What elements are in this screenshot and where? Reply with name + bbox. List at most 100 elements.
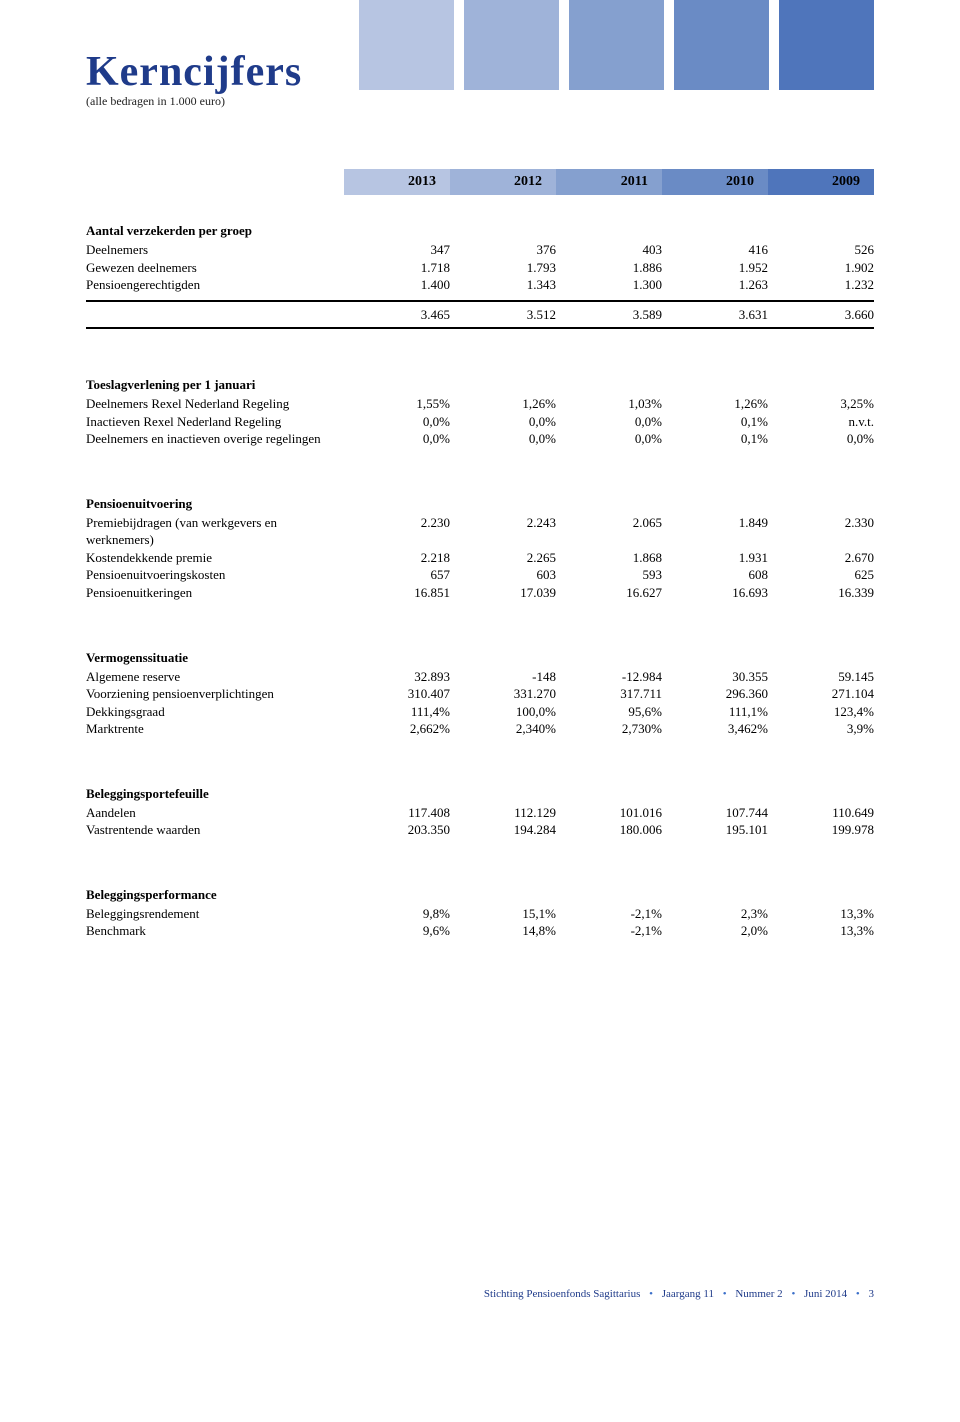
row-value: 16.693 (662, 584, 768, 602)
row-value: 1.343 (450, 276, 556, 294)
row-value: 110.649 (768, 804, 874, 822)
row-value: 2.218 (344, 549, 450, 567)
row-value: 1.793 (450, 259, 556, 277)
page-subtitle: (alle bedragen in 1.000 euro) (86, 94, 874, 109)
row-label: Gewezen deelnemers (86, 259, 344, 277)
table-row: Premiebijdragen (van werkgevers en werkn… (86, 514, 874, 549)
table-row: Dekkingsgraad111,4%100,0%95,6%111,1%123,… (86, 703, 874, 721)
row-value: 2,662% (344, 720, 450, 738)
row-value: 2.670 (768, 549, 874, 567)
row-value: 1.400 (344, 276, 450, 294)
table-row: Gewezen deelnemers1.7181.7931.8861.9521.… (86, 259, 874, 277)
row-value: 180.006 (556, 821, 662, 839)
table-row: Aandelen117.408112.129101.016107.744110.… (86, 804, 874, 822)
row-value: 112.129 (450, 804, 556, 822)
row-value: 16.851 (344, 584, 450, 602)
row-value: 2.330 (768, 514, 874, 549)
row-value: -148 (450, 668, 556, 686)
table-row: Inactieven Rexel Nederland Regeling0,0%0… (86, 413, 874, 431)
row-value: 3,462% (662, 720, 768, 738)
section-heading: Beleggingsportefeuille (86, 786, 874, 802)
year-header: 2013 (344, 169, 450, 195)
row-value: 403 (556, 241, 662, 259)
row-value: 0,0% (556, 430, 662, 448)
row-value: 317.711 (556, 685, 662, 703)
row-value: 123,4% (768, 703, 874, 721)
row-value: 2,730% (556, 720, 662, 738)
row-label: Pensioengerechtigden (86, 276, 344, 294)
page-footer: Stichting Pensioenfonds Sagittarius • Ja… (484, 1288, 874, 1300)
row-value: 603 (450, 566, 556, 584)
year-header: 2011 (556, 169, 662, 195)
row-value: 416 (662, 241, 768, 259)
row-value: 2.230 (344, 514, 450, 549)
row-label: Kostendekkende premie (86, 549, 344, 567)
year-header-row: 20132012201120102009 (86, 169, 874, 195)
row-value: 593 (556, 566, 662, 584)
row-value: 17.039 (450, 584, 556, 602)
row-value: 657 (344, 566, 450, 584)
row-value: 13,3% (768, 905, 874, 923)
row-value: 2,340% (450, 720, 556, 738)
row-value: -2,1% (556, 922, 662, 940)
row-value: 1.718 (344, 259, 450, 277)
row-value: 59.145 (768, 668, 874, 686)
table-row: Pensioenuitkeringen16.85117.03916.62716.… (86, 584, 874, 602)
footer-org: Stichting Pensioenfonds Sagittarius (484, 1288, 640, 1300)
row-value: 16.627 (556, 584, 662, 602)
total-value: 3.660 (768, 306, 874, 324)
section: Beleggingsportefeuille Aandelen117.408112… (86, 786, 874, 839)
total-value: 3.631 (662, 306, 768, 324)
row-value: 0,0% (450, 430, 556, 448)
row-value: 1,26% (450, 395, 556, 413)
row-value: 1.849 (662, 514, 768, 549)
row-value: 0,1% (662, 430, 768, 448)
totals-row: 3.4653.5123.5893.6313.660 (86, 300, 874, 330)
footer-jaargang: Jaargang 11 (662, 1288, 714, 1300)
row-value: 16.339 (768, 584, 874, 602)
row-value: 1.232 (768, 276, 874, 294)
row-value: 0,1% (662, 413, 768, 431)
year-header: 2012 (450, 169, 556, 195)
row-value: 111,1% (662, 703, 768, 721)
dot-icon: • (856, 1288, 860, 1300)
row-value: n.v.t. (768, 413, 874, 431)
row-value: 101.016 (556, 804, 662, 822)
row-value: 608 (662, 566, 768, 584)
row-value: 1.902 (768, 259, 874, 277)
row-label: Benchmark (86, 922, 344, 940)
row-value: 2.265 (450, 549, 556, 567)
row-value: 15,1% (450, 905, 556, 923)
sections-container: Aantal verzekerden per groepDeelnemers34… (86, 223, 874, 940)
row-value: 199.978 (768, 821, 874, 839)
section-heading: Toeslagverlening per 1 januari (86, 377, 874, 393)
row-value: 526 (768, 241, 874, 259)
row-value: 0,0% (556, 413, 662, 431)
table-row: Pensioenuitvoeringskosten657603593608625 (86, 566, 874, 584)
row-value: 3,25% (768, 395, 874, 413)
row-label: Pensioenuitkeringen (86, 584, 344, 602)
row-value: 2,3% (662, 905, 768, 923)
row-value: 376 (450, 241, 556, 259)
section: VermogenssituatieAlgemene reserve32.893-… (86, 650, 874, 738)
row-value: 2.243 (450, 514, 556, 549)
row-value: 1.886 (556, 259, 662, 277)
row-value: 1.263 (662, 276, 768, 294)
row-value: 117.408 (344, 804, 450, 822)
row-label: Deelnemers Rexel Nederland Regeling (86, 395, 344, 413)
table-row: Deelnemers en inactieven overige regelin… (86, 430, 874, 448)
section-heading: Aantal verzekerden per groep (86, 223, 874, 239)
table-row: Marktrente2,662%2,340%2,730%3,462%3,9% (86, 720, 874, 738)
row-label: Algemene reserve (86, 668, 344, 686)
row-label: Deelnemers en inactieven overige regelin… (86, 430, 344, 448)
section-heading: Vermogenssituatie (86, 650, 874, 666)
row-value: 271.104 (768, 685, 874, 703)
row-value: 14,8% (450, 922, 556, 940)
row-value: 30.355 (662, 668, 768, 686)
section: Aantal verzekerden per groepDeelnemers34… (86, 223, 874, 329)
row-label: Deelnemers (86, 241, 344, 259)
year-header: 2009 (768, 169, 874, 195)
row-value: 296.360 (662, 685, 768, 703)
row-label: Vastrentende waarden (86, 821, 344, 839)
row-value: 1.868 (556, 549, 662, 567)
